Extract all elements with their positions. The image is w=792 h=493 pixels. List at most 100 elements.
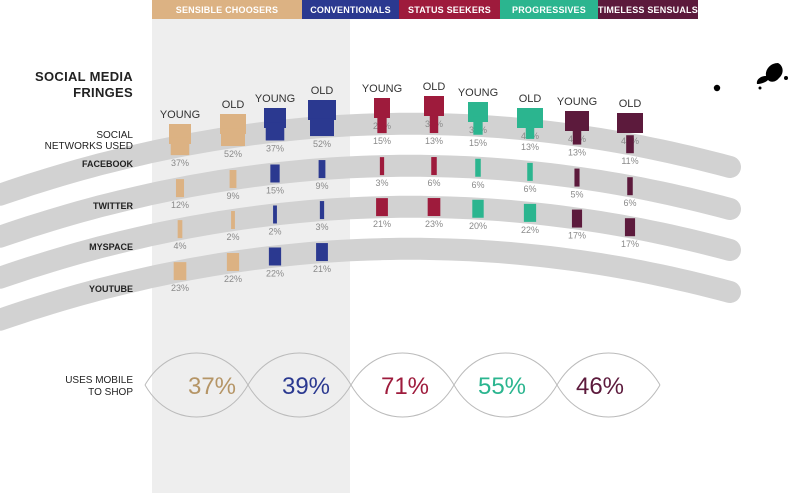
header-bar-timeless-sensuals-old — [617, 113, 643, 133]
age-label-sensible-choosers-old: OLD — [222, 99, 245, 111]
value-myspace-progressives-old: 22% — [521, 225, 539, 235]
value-facebook-progressives-old: 13% — [521, 142, 539, 152]
age-label-sensible-choosers-young: YOUNG — [160, 109, 200, 121]
bar-facebook-conventionals-old — [310, 118, 334, 137]
row-label-youtube: YOUTUBE — [89, 284, 133, 294]
age-label-progressives-old: OLD — [519, 93, 542, 105]
bar-youtube-conventionals-young — [268, 247, 282, 266]
age-label-progressives-young: YOUNG — [458, 87, 498, 99]
header-bar-status-seekers-young — [374, 98, 390, 118]
bar-facebook-conventionals-young — [265, 122, 285, 141]
value-facebook-conventionals-old: 52% — [313, 139, 331, 149]
value-facebook-status-seekers-young: 15% — [373, 136, 391, 146]
header-bar-conventionals-old — [308, 100, 336, 120]
bar-facebook-status-seekers-young — [377, 115, 387, 134]
value-facebook-timeless-sensuals-young: 13% — [568, 148, 586, 158]
chart-title-line2: FRINGES — [73, 85, 133, 100]
bar-myspace-timeless-sensuals-old — [624, 218, 636, 237]
bar-twitter-conventionals-old — [318, 160, 326, 179]
bar-myspace-conventionals-young — [273, 205, 277, 224]
value-twitter-sensible-choosers-old: 9% — [226, 191, 239, 201]
age-label-conventionals-young: YOUNG — [255, 93, 295, 105]
mobile-pct-timeless-sensuals: 46% — [576, 373, 624, 400]
mobile-pct-sensible-choosers: 37% — [188, 373, 236, 400]
bar-facebook-progressives-old — [525, 120, 535, 139]
bar-myspace-sensible-choosers-old — [231, 211, 235, 230]
splash-graphic — [713, 63, 788, 92]
segment-header-status-seekers — [399, 0, 500, 19]
bar-facebook-status-seekers-old — [429, 115, 439, 134]
value-twitter-status-seekers-old: 6% — [427, 178, 440, 188]
value-twitter-conventionals-young: 15% — [266, 185, 284, 195]
value-myspace-progressives-young: 20% — [469, 221, 487, 231]
value-myspace-sensible-choosers-young: 4% — [173, 241, 186, 251]
value-twitter-conventionals-old: 9% — [315, 181, 328, 191]
bar-twitter-sensible-choosers-old — [229, 170, 237, 189]
bar-myspace-progressives-old — [523, 203, 537, 222]
bar-twitter-progressives-young — [475, 158, 481, 177]
chart-marks: 37%52%37%52%29%36%31%43%41%43%FACEBOOKTW… — [82, 96, 643, 294]
bar-myspace-timeless-sensuals-young — [571, 209, 583, 228]
value-myspace-timeless-sensuals-old: 17% — [621, 239, 639, 249]
age-labels: YOUNG OLD YOUNG OLD YOUNG OLD YOUNG OLD YOUNG OLD — [160, 81, 642, 121]
mobile-pct-progressives: 55% — [478, 373, 526, 400]
bar-myspace-status-seekers-old — [427, 198, 441, 217]
mobile-strand-upper — [144, 352, 661, 386]
header-bar-progressives-young — [468, 102, 488, 122]
header-bar-progressives-old — [517, 108, 543, 128]
value-facebook-sensible-choosers-old: 52% — [224, 149, 242, 159]
value-facebook-timeless-sensuals-old: 11% — [621, 156, 638, 166]
row-header-line1: SOCIAL — [96, 130, 133, 141]
value-youtube-conventionals-young: 22% — [266, 268, 284, 278]
value-myspace-status-seekers-old: 23% — [425, 219, 443, 229]
age-label-conventionals-old: OLD — [311, 85, 334, 97]
band-twitter — [0, 154, 741, 248]
bar-youtube-sensible-choosers-old — [226, 253, 240, 272]
bar-twitter-conventionals-young — [270, 164, 280, 183]
network-bands — [0, 112, 741, 331]
segment-header-timeless-sensuals — [598, 0, 698, 19]
age-label-timeless-sensuals-young: YOUNG — [557, 96, 597, 108]
bar-twitter-timeless-sensuals-old — [627, 177, 633, 196]
value-facebook-sensible-choosers-young: 37% — [171, 158, 189, 168]
bar-youtube-conventionals-old — [316, 243, 328, 262]
value-youtube-sensible-choosers-young: 23% — [171, 283, 189, 293]
segment-header-progressives — [500, 0, 598, 19]
band-myspace — [0, 195, 741, 289]
chart-title-line1: SOCIAL MEDIA — [35, 69, 133, 84]
bar-myspace-status-seekers-young — [376, 198, 388, 217]
bar-facebook-sensible-choosers-young — [170, 137, 190, 156]
bar-myspace-sensible-choosers-young — [177, 220, 183, 239]
value-youtube-sensible-choosers-old: 22% — [224, 274, 242, 284]
bar-twitter-status-seekers-old — [431, 157, 437, 176]
header-bar-status-seekers-old — [424, 96, 444, 116]
bar-facebook-timeless-sensuals-young — [572, 126, 582, 145]
bar-twitter-progressives-old — [527, 162, 533, 181]
mobile-pct-status-seekers: 71% — [381, 373, 429, 400]
mobile-label-line1: USES MOBILE — [65, 375, 133, 386]
header-bar-timeless-sensuals-young — [565, 111, 589, 131]
segment-label-status-seekers: STATUS SEEKERS — [408, 5, 491, 15]
bar-myspace-conventionals-old — [319, 201, 325, 220]
value-facebook-status-seekers-old: 13% — [425, 136, 443, 146]
row-label-facebook: FACEBOOK — [82, 159, 134, 169]
value-twitter-progressives-old: 6% — [523, 184, 536, 194]
mobile-shopping-strip: 37% 39% 71% 55% 46% — [144, 352, 661, 418]
mobile-strand-lower — [144, 384, 661, 418]
age-label-status-seekers-old: OLD — [423, 81, 446, 93]
band-youtube — [0, 237, 741, 331]
bar-facebook-sensible-choosers-old — [221, 128, 245, 147]
age-label-status-seekers-young: YOUNG — [362, 83, 402, 95]
bar-youtube-sensible-choosers-young — [173, 262, 187, 281]
value-myspace-status-seekers-young: 21% — [373, 219, 391, 229]
segment-label-timeless-sensuals: TIMELESS SENSUALS — [598, 5, 698, 15]
value-myspace-sensible-choosers-old: 2% — [226, 232, 239, 242]
bar-facebook-timeless-sensuals-old — [626, 135, 634, 154]
value-myspace-conventionals-old: 3% — [315, 222, 328, 232]
value-facebook-progressives-young: 15% — [469, 138, 487, 148]
value-twitter-timeless-sensuals-young: 5% — [570, 190, 583, 200]
bar-myspace-progressives-young — [472, 199, 484, 218]
value-twitter-sensible-choosers-young: 12% — [171, 200, 189, 210]
bar-twitter-timeless-sensuals-young — [574, 168, 580, 187]
